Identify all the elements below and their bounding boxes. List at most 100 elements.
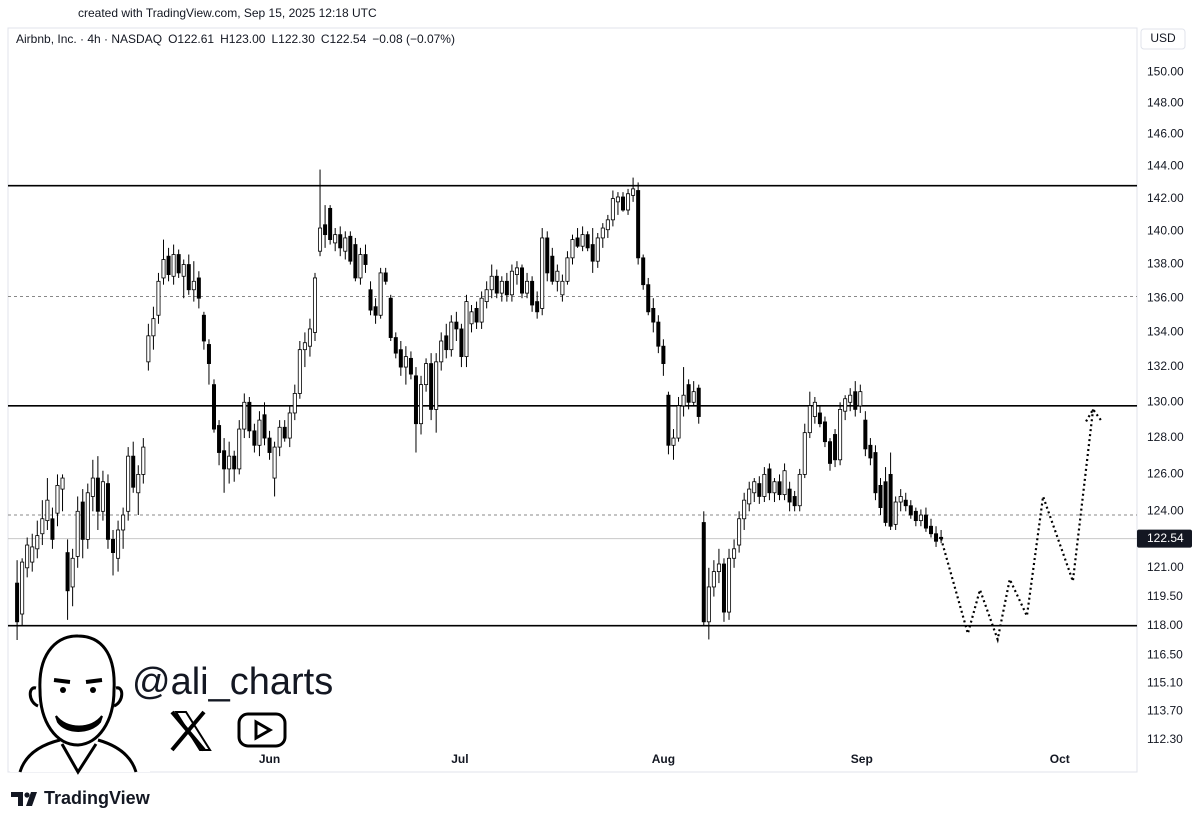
candle-body <box>373 306 378 316</box>
projection <box>940 409 1095 644</box>
candle-body <box>484 289 489 303</box>
candle-body <box>40 518 45 535</box>
candle-body <box>323 224 328 236</box>
candle-body <box>100 481 105 512</box>
candle-body <box>111 538 116 554</box>
candle-body <box>585 234 590 249</box>
candle-body <box>636 190 641 259</box>
avatar-eye <box>60 687 66 693</box>
candle-body <box>570 239 575 259</box>
candle-body <box>514 267 519 275</box>
candle-body <box>333 234 338 244</box>
candle-body <box>610 198 615 221</box>
candle-body <box>555 270 560 282</box>
candle-body <box>378 272 383 316</box>
youtube-icon <box>237 712 287 748</box>
currency: USD <box>1150 31 1176 45</box>
x-tick-label: Sep <box>851 752 873 766</box>
y-tick-label: 128.00 <box>1147 430 1184 444</box>
candle-body <box>525 280 530 294</box>
candle-body <box>312 277 317 333</box>
candle-body <box>828 441 833 464</box>
candle-body <box>393 337 398 354</box>
candle-body <box>424 363 429 386</box>
candle-body <box>444 335 449 351</box>
candle-body <box>853 391 858 410</box>
candle-body <box>701 522 706 623</box>
candle-body <box>757 483 762 497</box>
candle-body <box>792 496 797 507</box>
candle-body <box>35 535 40 550</box>
logo-t <box>11 792 23 806</box>
candle-body <box>878 485 883 508</box>
candle-body <box>242 401 247 430</box>
candle-body <box>580 234 585 247</box>
candle-body <box>893 501 898 525</box>
avatar-eye <box>90 687 96 693</box>
symbol: Airbnb, Inc. · 4h · NASDAQ <box>16 32 163 46</box>
y-tick-label: 144.00 <box>1147 159 1184 173</box>
candle-body <box>737 518 742 546</box>
candle-body <box>25 544 30 569</box>
x-tick-label: Jul <box>451 752 468 766</box>
last-price-label: 122.54 <box>1147 531 1184 545</box>
candle-body <box>903 499 908 507</box>
candle-body <box>504 280 509 296</box>
candle-body <box>676 405 681 439</box>
candle-body <box>282 426 287 439</box>
candle-body <box>499 280 504 294</box>
y-tick-label: 138.00 <box>1147 257 1184 271</box>
candle-body <box>262 414 267 439</box>
candle-body <box>732 548 737 559</box>
candle-body <box>560 280 565 296</box>
brand: TradingView <box>44 788 151 808</box>
candle-body <box>742 499 747 520</box>
candle-body <box>817 412 822 425</box>
logo-dot <box>24 792 30 798</box>
candle-body <box>767 468 772 494</box>
candle-body <box>55 485 60 514</box>
candle-body <box>575 237 580 247</box>
candle-body <box>716 563 721 573</box>
candle-body <box>494 275 499 294</box>
y-tick-label: 112.30 <box>1147 732 1183 746</box>
open: O122.61 <box>168 32 215 46</box>
candle-body <box>151 318 156 337</box>
candle-body <box>80 501 85 540</box>
candle-body <box>656 321 661 347</box>
candle-body <box>65 552 70 592</box>
candle-body <box>413 375 418 425</box>
candle-body <box>201 314 206 342</box>
candle-body <box>838 409 843 461</box>
candle-body <box>600 227 605 239</box>
candle-body <box>595 237 600 262</box>
candle-body <box>631 188 636 196</box>
candle-body <box>812 401 817 417</box>
y-tick-label: 119.50 <box>1147 589 1183 603</box>
candle-body <box>237 428 242 470</box>
candle-body <box>15 582 20 623</box>
candle-body <box>772 481 777 494</box>
candle-body <box>90 477 95 497</box>
candle-body <box>252 430 257 446</box>
candle-body <box>858 391 863 407</box>
avatar-smile <box>55 715 103 732</box>
candle-body <box>459 328 464 358</box>
y-tick-label: 115.10 <box>1147 675 1183 689</box>
candle-body <box>777 481 782 496</box>
candle-body <box>297 349 302 394</box>
candle-body <box>822 421 827 443</box>
candle-body <box>620 196 625 211</box>
candle-body <box>383 272 388 282</box>
candle-body <box>807 405 812 434</box>
candle-body <box>888 473 893 527</box>
candle-body <box>95 477 100 512</box>
candle-body <box>85 492 90 540</box>
candle-body <box>186 264 191 291</box>
candle-body <box>898 496 903 503</box>
candle-body <box>161 259 166 279</box>
candle-body <box>348 235 353 262</box>
candle-body <box>126 455 131 512</box>
y-tick-label: 134.00 <box>1147 325 1184 339</box>
candle-body <box>873 452 878 494</box>
